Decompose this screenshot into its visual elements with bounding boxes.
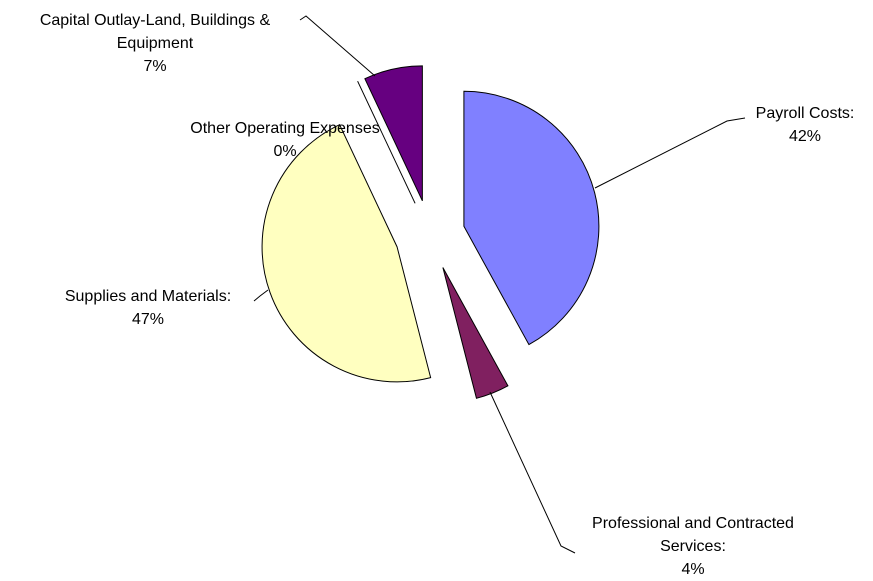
percent-label: 42%: [788, 128, 822, 145]
leader-line: [299, 15, 376, 77]
pie-slice: [261, 124, 432, 383]
slice-label: Payroll Costs: 42%: [735, 102, 873, 148]
category-name: Capital Outlay-Land, Buildings & Equipme…: [39, 12, 271, 52]
pie-slice: [357, 80, 416, 204]
category-name: Supplies and Materials:: [64, 288, 232, 305]
slice-label: Supplies and Materials: 47%: [28, 285, 268, 331]
slice-label: Professional and Contracted Services: 4%: [558, 512, 828, 581]
leader-line: [253, 289, 269, 302]
leader-line: [594, 117, 746, 189]
slice-label: Other Operating Expenses 0%: [155, 117, 415, 163]
category-name: Other Operating Expenses: [190, 120, 380, 137]
category-name: Payroll Costs:: [755, 105, 855, 122]
percent-label: 7%: [143, 58, 167, 75]
pie-slice: [364, 65, 423, 202]
percent-label: 4%: [681, 561, 705, 578]
pie-slice: [442, 267, 509, 399]
slice-label: Capital Outlay-Land, Buildings & Equipme…: [5, 9, 305, 78]
leader-line: [489, 391, 576, 554]
category-name: Professional and Contracted Services:: [592, 515, 794, 555]
pie-slice: [463, 90, 600, 346]
percent-label: 47%: [131, 311, 165, 328]
percent-label: 0%: [273, 143, 297, 160]
